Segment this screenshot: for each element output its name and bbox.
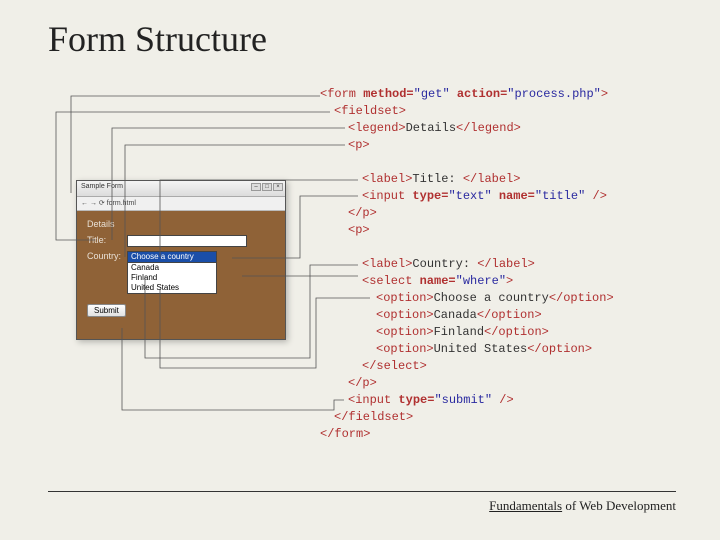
minimize-icon[interactable]: –: [251, 183, 261, 191]
code-line: </select>: [320, 358, 614, 375]
code-line: </form>: [320, 426, 614, 443]
code-line: </p>: [320, 375, 614, 392]
code-line: <select name="where">: [320, 273, 614, 290]
country-select[interactable]: Choose a country: [127, 251, 217, 262]
code-line: <p>: [320, 222, 614, 239]
code-line: <legend>Details</legend>: [320, 120, 614, 137]
window-controls: – □ ×: [251, 183, 283, 191]
code-line: <p>: [320, 137, 614, 154]
code-line: <option>Choose a country</option>: [320, 290, 614, 307]
code-line: <form method="get" action="process.php">: [320, 86, 614, 103]
submit-button[interactable]: Submit: [87, 304, 126, 317]
code-block: <form method="get" action="process.php">…: [320, 86, 614, 443]
code-line: <option>Finland</option>: [320, 324, 614, 341]
code-line: [320, 239, 614, 256]
maximize-icon[interactable]: □: [262, 183, 272, 191]
page-title: Form Structure: [48, 18, 267, 60]
option-us[interactable]: United States: [128, 283, 216, 293]
code-line: </fieldset>: [320, 409, 614, 426]
label-title: Title:: [87, 235, 127, 245]
country-options[interactable]: Canada Finland United States: [127, 262, 217, 294]
close-icon[interactable]: ×: [273, 183, 283, 191]
select-placeholder: Choose a country: [128, 252, 216, 262]
slide: Form Structure Sample Form – □ × ← → ⟳ f…: [0, 0, 720, 540]
fieldset-legend: Details: [87, 219, 275, 229]
row-title: Title:: [87, 235, 275, 247]
url-text: form.html: [107, 200, 136, 207]
code-line: </p>: [320, 205, 614, 222]
browser-window: Sample Form – □ × ← → ⟳ form.html Detail…: [76, 180, 286, 340]
browser-titlebar: Sample Form – □ ×: [77, 181, 285, 197]
row-country: Country: Choose a country Canada Finland…: [87, 251, 275, 294]
footer-rule: [48, 491, 676, 492]
window-title: Sample Form: [81, 183, 123, 190]
title-input[interactable]: [127, 235, 247, 247]
browser-body: Details Title: Country: Choose a country…: [77, 211, 285, 339]
code-line: [320, 154, 614, 171]
footer-underlined: Fundamentals: [489, 498, 562, 513]
footer-rest: of Web Development: [562, 498, 676, 513]
code-line: <option>Canada</option>: [320, 307, 614, 324]
footer: Fundamentals of Web Development: [489, 498, 676, 514]
code-line: <option>United States</option>: [320, 341, 614, 358]
code-line: <label>Title: </label>: [320, 171, 614, 188]
code-line: <input type="text" name="title" />: [320, 188, 614, 205]
code-line: <label>Country: </label>: [320, 256, 614, 273]
option-finland[interactable]: Finland: [128, 273, 216, 283]
code-line: <input type="submit" />: [320, 392, 614, 409]
label-country: Country:: [87, 251, 127, 261]
select-wrapper: Choose a country Canada Finland United S…: [127, 251, 217, 294]
browser-addressbar: ← → ⟳ form.html: [77, 197, 285, 211]
code-line: <fieldset>: [320, 103, 614, 120]
option-canada[interactable]: Canada: [128, 263, 216, 273]
